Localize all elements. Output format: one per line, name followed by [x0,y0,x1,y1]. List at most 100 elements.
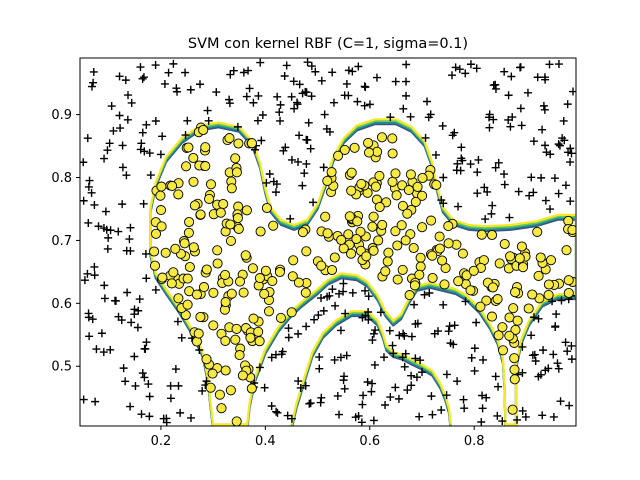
plus-point [518,342,527,351]
plus-point [534,314,543,323]
circle-point [339,144,350,155]
circle-point [260,265,271,276]
plus-point [553,359,562,368]
plus-point [158,132,167,141]
circle-point [218,198,229,210]
plus-point [336,326,345,335]
plus-point [107,102,116,111]
circle-point [346,185,357,196]
plus-point [256,58,265,67]
plus-point [122,171,131,180]
plus-point [85,176,94,185]
plus-point [196,80,205,89]
plus-point [181,131,190,140]
circle-point [476,229,487,240]
plus-point [415,412,424,421]
plus-point [344,66,353,75]
plus-point [361,286,370,295]
plus-point [518,406,527,415]
plus-point [461,297,470,306]
plus-point [448,71,457,80]
plus-point [450,321,459,330]
circle-point [374,170,385,181]
circle-point [465,285,476,296]
circle-point [205,179,217,190]
circle-point [167,180,178,192]
plus-point [336,353,345,362]
plus-point [302,322,311,331]
plus-point [287,414,296,423]
circle-point [380,266,391,277]
plus-point [456,166,465,175]
circle-point [195,311,206,323]
plus-point [370,360,379,369]
plus-point [561,181,570,190]
plus-point [400,331,409,340]
plus-point [166,381,175,390]
circle-point [397,180,408,191]
circle-point [409,280,420,291]
circle-point [374,201,385,213]
plus-point [80,158,88,167]
plus-point [544,364,553,373]
plus-point [111,296,120,305]
plus-point [359,391,368,400]
circle-point [253,326,264,337]
plus-point [84,309,93,318]
plus-point [140,373,149,382]
circle-point [240,250,251,261]
plus-point [100,281,109,290]
circle-point [370,181,381,192]
plus-point [305,399,314,408]
plus-point [458,156,467,165]
plus-point [485,123,494,132]
circle-point [316,260,327,271]
circle-point [387,133,398,144]
plus-point [275,108,284,117]
plus-point [127,98,136,107]
plus-point [551,322,560,331]
circle-point [198,282,210,293]
plus-point [118,163,127,172]
circle-point [412,181,423,192]
plus-point [316,398,325,407]
plus-point [144,380,153,389]
plus-point [483,187,492,196]
plus-point [311,67,320,76]
circle-point [508,303,519,314]
plus-point [437,406,446,415]
circle-point [225,235,237,246]
circle-point [567,224,576,235]
circle-point [402,208,413,219]
circle-point [200,161,211,172]
plus-point [407,332,416,341]
plus-point [323,292,332,301]
plus-point [244,66,253,75]
plus-point [146,171,155,180]
circle-point [415,261,426,272]
circle-point [184,261,195,273]
plus-point [298,181,307,190]
circle-point [486,229,498,241]
plus-point [114,227,123,236]
plus-point [451,63,460,72]
circle-point [408,242,419,254]
circle-point [214,389,225,400]
plus-point [176,408,185,417]
plus-point [556,397,565,406]
plus-point [80,395,88,404]
circle-point [417,222,428,233]
circle-point [201,354,212,365]
circle-point [220,269,231,280]
plus-point [294,377,303,386]
plus-point [541,141,550,150]
plus-point [137,410,146,419]
circle-point [434,243,445,254]
plus-point [141,249,150,258]
plus-point [130,352,139,361]
circle-point [387,148,398,159]
plus-point [386,113,395,122]
circle-point [226,183,237,194]
plus-point [445,322,454,331]
circle-point [400,235,411,246]
